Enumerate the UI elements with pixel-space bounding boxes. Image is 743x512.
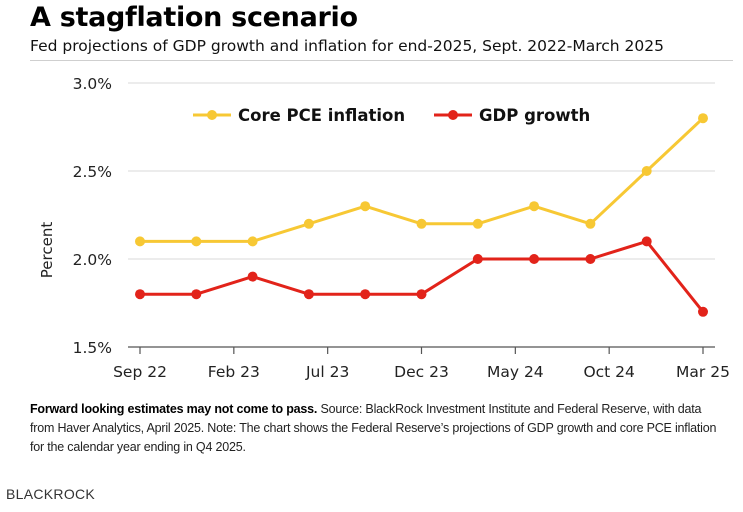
data-point [303, 218, 314, 229]
source-disclaimer: Forward looking estimates may not come t… [30, 402, 318, 416]
core-pce-series [135, 113, 708, 247]
line-chart: 3.0% 2.5% 2.0% 1.5% Sep 22 Feb 23 Jul 23 Dec 2… [38, 75, 730, 381]
data-point [585, 218, 596, 229]
data-point [641, 236, 652, 247]
core-pce-legend-marker [207, 110, 217, 120]
chart-subtitle: Fed projections of GDP growth and inflat… [30, 37, 664, 55]
data-point [472, 254, 483, 264]
data-point [135, 289, 145, 300]
legend: Core PCE inflation GDP growth [193, 106, 590, 125]
core-pce-legend-label: Core PCE inflation [238, 106, 405, 125]
gdp-series [135, 236, 708, 317]
x-tick-label: Mar 25 [676, 363, 730, 381]
data-point [360, 201, 371, 212]
x-axis-ticks: Sep 22 Feb 23 Jul 23 Dec 23 May 24 Oct 24 Mar … [113, 347, 730, 381]
gdp-line [140, 239, 705, 313]
x-tick-label: Oct 24 [583, 363, 634, 381]
data-point [191, 236, 202, 247]
y-tick-label: 2.5% [73, 163, 112, 181]
data-point [135, 236, 145, 247]
grid-lines [128, 82, 715, 348]
data-point [191, 289, 202, 300]
source-note: Forward looking estimates may not come t… [30, 400, 720, 457]
y-axis-label: Percent [38, 222, 56, 279]
x-tick-label: Dec 23 [394, 363, 449, 381]
data-point [416, 289, 427, 300]
title-divider [30, 60, 733, 61]
data-point [698, 113, 708, 124]
x-tick-label: May 24 [487, 363, 544, 381]
data-point [529, 254, 540, 264]
gdp-legend-marker [448, 110, 458, 120]
data-point [698, 306, 708, 317]
data-point [416, 218, 427, 229]
x-tick-label: Jul 23 [305, 363, 349, 381]
data-point [247, 271, 258, 282]
y-tick-label: 1.5% [73, 339, 112, 357]
source-text: Source: BlackRock Investment Institute a… [30, 402, 717, 454]
data-point [641, 166, 652, 176]
data-point [360, 289, 371, 300]
gdp-legend-label: GDP growth [479, 106, 590, 125]
data-point [247, 236, 258, 247]
x-tick-label: Sep 22 [113, 363, 167, 381]
chart-title: A stagflation scenario [30, 2, 358, 33]
y-tick-label: 3.0% [73, 75, 112, 93]
y-axis-ticks: 3.0% 2.5% 2.0% 1.5% [73, 75, 112, 357]
data-point [303, 289, 314, 300]
brand-name: BLACKROCK [6, 486, 96, 502]
x-tick-label: Feb 23 [208, 363, 260, 381]
series-lines [135, 113, 708, 317]
y-tick-label: 2.0% [73, 251, 112, 269]
data-point [585, 254, 596, 264]
data-point [472, 218, 483, 229]
data-point [529, 201, 540, 212]
